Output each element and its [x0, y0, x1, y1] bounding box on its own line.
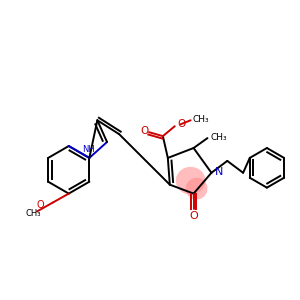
Text: CH₃: CH₃: [25, 209, 41, 218]
Text: CH₃: CH₃: [210, 133, 227, 142]
Ellipse shape: [176, 167, 206, 195]
Text: N: N: [214, 167, 223, 177]
Text: O: O: [140, 126, 148, 136]
Ellipse shape: [186, 178, 208, 200]
Text: O: O: [189, 212, 198, 221]
Text: O: O: [36, 200, 44, 211]
Text: O: O: [178, 119, 186, 129]
Text: CH₃: CH₃: [193, 115, 209, 124]
Text: NH: NH: [82, 145, 95, 154]
